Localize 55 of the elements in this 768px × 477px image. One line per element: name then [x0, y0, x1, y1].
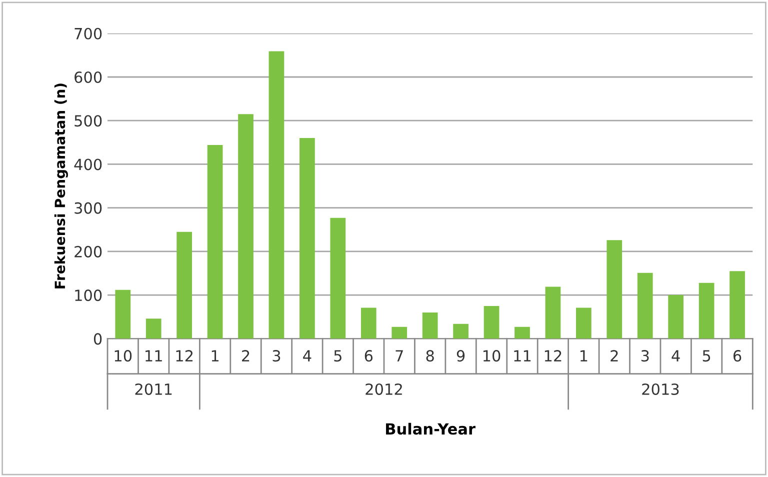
bar — [300, 138, 315, 339]
y-tick-label: 500 — [74, 115, 102, 127]
x-tick-label: 4 — [303, 350, 312, 362]
y-axis-title: Frekuensi Pengamatan (n) — [54, 84, 68, 288]
bar — [637, 272, 653, 339]
bar — [268, 51, 284, 339]
x-tick-label: 1 — [580, 350, 588, 362]
text: 2013 — [642, 383, 679, 395]
text: 2011 — [135, 383, 172, 395]
x-tick-label: 2 — [610, 350, 618, 362]
x-tick-label: 3 — [641, 350, 649, 362]
x-tick-label: 9 — [456, 350, 465, 362]
y-tick-label: 100 — [75, 290, 102, 302]
y-tick-label: 400 — [74, 158, 102, 170]
bar — [330, 218, 346, 339]
bar — [545, 286, 561, 339]
x-tick-label: 6 — [364, 350, 373, 362]
x-tick-label: 8 — [426, 350, 434, 362]
bar — [238, 114, 254, 339]
x-tick-label: 7 — [396, 350, 403, 362]
x-tick-label: 6 — [733, 350, 742, 362]
y-tick-label: 0 — [94, 333, 102, 345]
x-tick-label: 10 — [114, 350, 132, 362]
bar — [698, 282, 714, 339]
bar — [730, 271, 745, 339]
y-tick-label: 300 — [74, 202, 102, 214]
x-tick-label: 11 — [146, 350, 162, 362]
x-tick-label: 10 — [483, 350, 500, 362]
x-tick-label: 3 — [272, 350, 280, 362]
bar — [484, 306, 500, 339]
x-tick-label: 11 — [514, 350, 531, 362]
x-axis-title: Bulan-Year — [386, 422, 476, 435]
y-tick-label: 200 — [74, 246, 102, 258]
bar — [514, 326, 530, 339]
y-tick-label: 700 — [74, 28, 102, 40]
bar — [360, 308, 376, 339]
x-tick-label: 5 — [334, 350, 342, 362]
bar — [453, 324, 468, 339]
bar — [392, 326, 408, 339]
y-tick-label: 600 — [74, 71, 102, 84]
text: 2012 — [366, 383, 402, 395]
bar — [146, 318, 162, 339]
bar — [176, 232, 192, 339]
x-tick-label: 4 — [672, 350, 680, 362]
bar — [606, 240, 622, 339]
x-tick-label: 1 — [212, 350, 218, 362]
bar — [422, 312, 438, 339]
bar — [207, 145, 223, 339]
x-tick-label: 2 — [242, 350, 250, 362]
x-tick-label: 12 — [176, 350, 193, 362]
x-tick-label: 12 — [544, 350, 562, 362]
bar — [115, 290, 131, 339]
x-tick-label: 5 — [702, 350, 710, 362]
bar — [668, 295, 684, 339]
bar — [576, 308, 592, 339]
